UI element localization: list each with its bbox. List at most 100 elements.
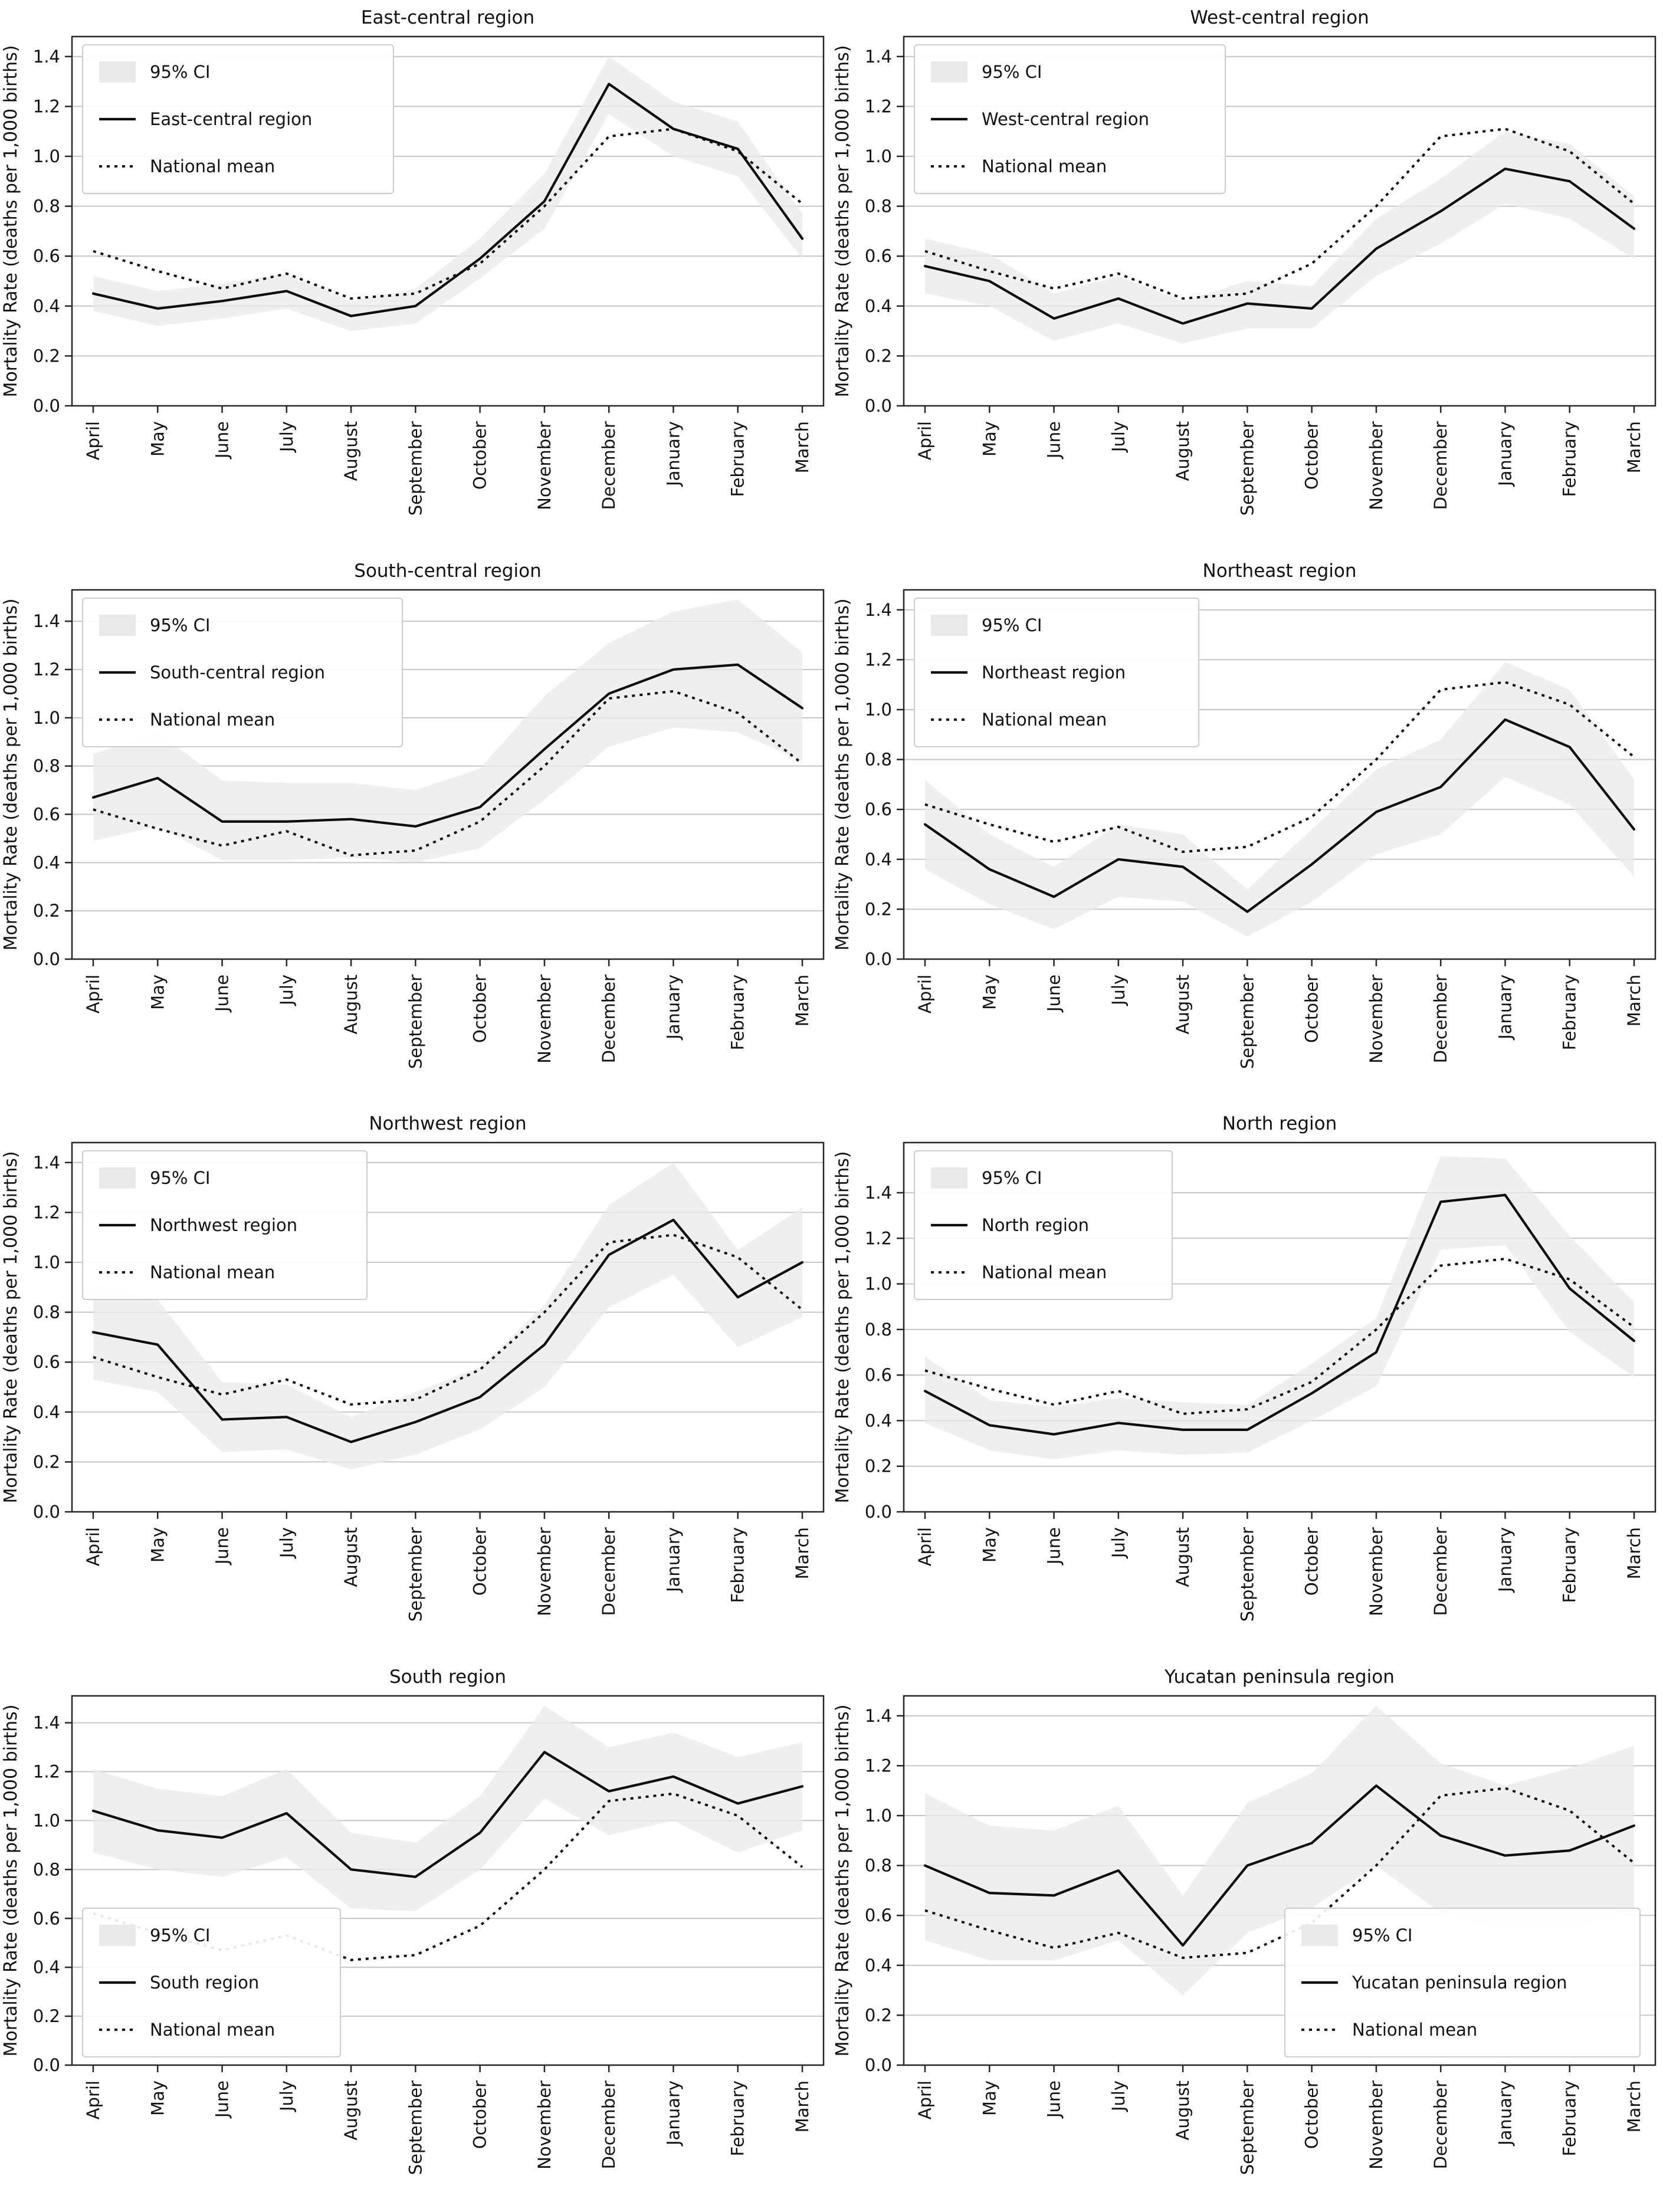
- chart-title: Yucatan peninsula region: [1164, 1666, 1395, 1688]
- y-tick-label: 0.8: [864, 196, 891, 216]
- legend-label: 95% CI: [982, 615, 1042, 635]
- legend-item-ci: 95% CI: [99, 1167, 210, 1189]
- y-tick-label: 1.0: [864, 1274, 891, 1294]
- legend-item-ci: 95% CI: [99, 61, 210, 83]
- y-axis-label: Mortality Rate (deaths per 1,000 births): [1, 1704, 21, 2056]
- national-mean-line: [924, 127, 1635, 300]
- x-tick-label: March: [792, 974, 812, 1026]
- y-axis-label: Mortality Rate (deaths per 1,000 births): [1, 598, 21, 950]
- legend-item-ci: 95% CI: [930, 61, 1042, 83]
- y-tick-label: 0.2: [864, 346, 891, 366]
- legend-label: West-central region: [982, 109, 1149, 129]
- national-mean-line: [93, 690, 803, 856]
- y-tick-label: 1.4: [864, 47, 891, 67]
- national-mean-line: [93, 1233, 803, 1406]
- legend: 95% CI North region National mean: [913, 1150, 1173, 1300]
- axes-spines: [903, 1141, 1656, 1513]
- x-tick-label: January: [1495, 421, 1515, 487]
- x-tick-label: September: [1237, 1527, 1257, 1622]
- x-tick-label: April: [915, 2080, 935, 2119]
- y-tick-label: 1.4: [864, 1183, 891, 1203]
- x-tick-label: March: [792, 2080, 812, 2132]
- legend-item-national: National mean: [99, 710, 275, 730]
- y-tick-label: 0.0: [864, 1502, 891, 1522]
- legend-label: 95% CI: [150, 1925, 210, 1945]
- y-tick-label: 0.8: [864, 749, 891, 769]
- legend-ci-swatch: [930, 1167, 967, 1189]
- chart-canvas: 0.0 0.2 0.4 0.6 0.8 1.0 1.2 1.4 April May June July…: [831, 0, 1663, 553]
- legend-label: National mean: [982, 710, 1107, 730]
- x-tick-label: June: [212, 2080, 232, 2119]
- y-tick-label: 0.0: [33, 1502, 60, 1522]
- chart-canvas: 0.0 0.2 0.4 0.6 0.8 1.0 1.2 1.4 April May June July…: [831, 1106, 1663, 1659]
- x-tick-label: July: [277, 974, 297, 1006]
- x-tick-label: January: [663, 421, 683, 487]
- axes-spines: [903, 589, 1656, 960]
- x-tick-label: July: [1108, 1527, 1128, 1559]
- x-tick-label: May: [147, 1527, 168, 1563]
- x-tick-label: June: [212, 974, 232, 1013]
- x-tick-label: August: [1173, 421, 1193, 481]
- chart-canvas: 0.0 0.2 0.4 0.6 0.8 1.0 1.2 1.4 April May June July…: [0, 1659, 832, 2212]
- legend-item-region: Northwest region: [99, 1215, 297, 1235]
- legend-item-region: South-central region: [99, 662, 325, 682]
- x-tick-label: December: [1431, 1527, 1451, 1616]
- ci-band: [924, 1705, 1634, 1996]
- y-tick-label: 0.8: [864, 1320, 891, 1340]
- chart-west-central-region: 0.0 0.2 0.4 0.6 0.8 1.0 1.2 1.4 April May June July…: [831, 0, 1663, 553]
- legend-label: South-central region: [150, 662, 325, 682]
- chart-canvas: 0.0 0.2 0.4 0.6 0.8 1.0 1.2 1.4 April May June July…: [831, 1659, 1663, 2212]
- national-mean-line: [924, 680, 1635, 853]
- legend: 95% CI Northeast region National mean: [913, 597, 1199, 747]
- x-tick-label: August: [1173, 1527, 1193, 1587]
- y-tick-label: 0.6: [864, 1905, 891, 1925]
- y-tick-label: 1.2: [864, 1755, 891, 1775]
- x-tick-label: September: [1237, 2080, 1257, 2174]
- x-tick-label: April: [83, 421, 103, 460]
- legend-item-ci: 95% CI: [99, 1924, 210, 1946]
- axes-spines: [903, 35, 1656, 407]
- x-tick-label: September: [1237, 421, 1257, 516]
- legend-ci-swatch: [99, 61, 136, 83]
- legend: 95% CI East-central region National mean: [82, 44, 394, 194]
- x-tick-label: June: [1044, 974, 1064, 1013]
- x-tick-label: September: [405, 974, 425, 1068]
- x-tick-label: June: [1044, 1527, 1064, 1566]
- ci-band: [924, 1156, 1634, 1460]
- legend-box: [82, 1907, 341, 2057]
- ci-band: [924, 131, 1634, 344]
- x-tick-label: August: [1173, 2080, 1193, 2141]
- chart-title: West-central region: [1190, 7, 1369, 28]
- legend-ci-swatch: [99, 1924, 136, 1946]
- y-tick-label: 0.6: [33, 1908, 60, 1928]
- legend-box: [913, 597, 1199, 747]
- legend-box: [913, 44, 1226, 194]
- chart-northwest-region: 0.0 0.2 0.4 0.6 0.8 1.0 1.2 1.4 April May June July…: [0, 1106, 832, 1659]
- legend-label: Yucatan peninsula region: [1352, 1973, 1567, 1993]
- legend-label: National mean: [1352, 2020, 1477, 2040]
- national-mean-line: [93, 127, 803, 300]
- y-tick-label: 1.0: [33, 1252, 60, 1272]
- x-tick-label: November: [1366, 2080, 1386, 2169]
- legend: 95% CI Northwest region National mean: [82, 1150, 368, 1300]
- y-tick-label: 0.0: [33, 949, 60, 969]
- y-tick-label: 0.2: [864, 1456, 891, 1476]
- x-tick-label: July: [277, 1527, 297, 1559]
- y-tick-label: 1.0: [33, 146, 60, 166]
- chart-canvas: 0.0 0.2 0.4 0.6 0.8 1.0 1.2 1.4 April May June July…: [0, 0, 832, 553]
- x-tick-label: May: [979, 974, 999, 1010]
- x-tick-label: April: [915, 421, 935, 460]
- legend-label: National mean: [982, 1262, 1107, 1282]
- x-tick-label: January: [1495, 2080, 1515, 2147]
- y-tick-label: 1.0: [864, 146, 891, 166]
- x-tick-label: April: [83, 2080, 103, 2119]
- x-tick-label: December: [1431, 421, 1451, 510]
- x-tick-label: November: [1366, 974, 1386, 1063]
- region-line: [91, 83, 804, 317]
- x-tick-label: April: [915, 1527, 935, 1566]
- legend-item-national: National mean: [930, 1262, 1107, 1282]
- legend-label: East-central region: [150, 109, 312, 129]
- y-axis-label: Mortality Rate (deaths per 1,000 births): [832, 45, 853, 398]
- x-tick-label: July: [1108, 421, 1128, 453]
- x-tick-label: November: [534, 1527, 555, 1616]
